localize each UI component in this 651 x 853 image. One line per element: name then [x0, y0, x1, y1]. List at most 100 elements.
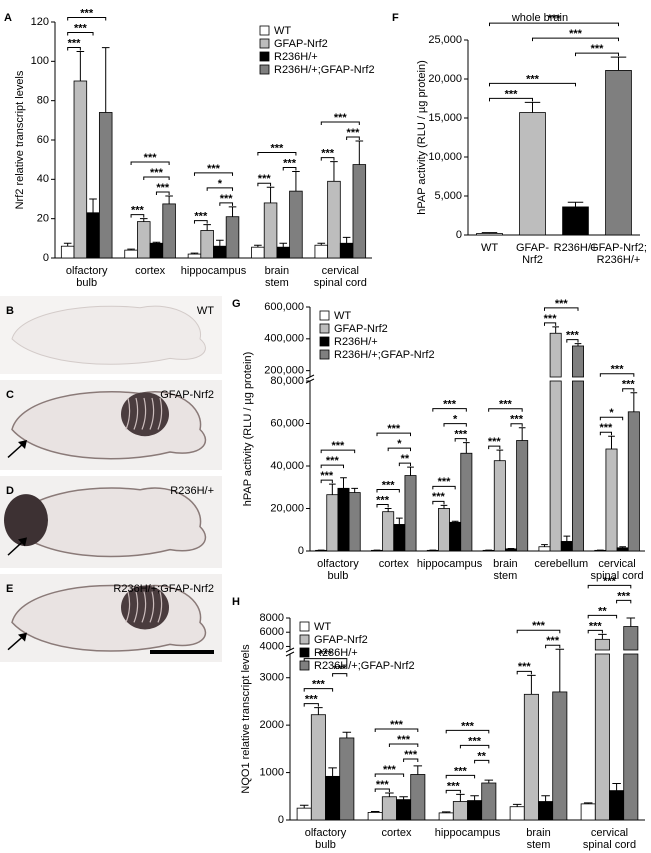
error-bar [101, 47, 110, 113]
cerebellum-folia [133, 591, 139, 623]
axis-break [285, 651, 295, 657]
panel-letter: A [4, 12, 12, 24]
legend-label: GFAP-Nrf2 [334, 323, 388, 335]
x-tick-label: hippocampus [435, 827, 501, 839]
y-tick-label: 1000 [260, 766, 284, 778]
significance-bracket [516, 670, 532, 675]
error-bar [440, 504, 448, 509]
cerebellum-folia [149, 591, 155, 623]
significance-label: *** [589, 620, 603, 632]
legend-label: R236H/+ [334, 336, 378, 348]
bar [609, 790, 625, 821]
significance-label: *** [258, 173, 272, 185]
bar [124, 249, 138, 259]
significance-bracket [320, 157, 335, 161]
y-tick-label: 20,000 [270, 502, 304, 514]
bar [187, 253, 202, 259]
significance-label: *** [461, 720, 475, 732]
image-label: R236H/+;GFAP-Nrf2 [113, 583, 214, 595]
y-tick-label: 6000 [260, 626, 284, 638]
error-bar [512, 803, 522, 807]
error-bar [619, 546, 627, 548]
legend-label: R236H/+;GFAP-Nrf2 [314, 660, 415, 672]
bar [493, 460, 506, 552]
text-line: R236H/+ [597, 254, 641, 266]
significance-label: * [609, 407, 614, 419]
cerebellum-folia [125, 397, 131, 430]
bar [73, 80, 88, 259]
significance-bracket [459, 744, 490, 749]
y-tick-label: 4000 [260, 640, 284, 652]
significance-bracket [332, 673, 348, 677]
text-line: stem [265, 277, 289, 289]
significance-label: *** [74, 22, 88, 34]
arrow [7, 539, 25, 556]
bar [605, 448, 618, 552]
legend-swatch [259, 64, 270, 75]
significance-bracket [130, 161, 170, 166]
error-bar [384, 508, 392, 512]
error-bar [626, 617, 636, 627]
legend-swatch [319, 323, 330, 334]
y-tick-label: 0 [278, 814, 284, 826]
panel-letter: F [392, 12, 399, 24]
significance-label: *** [544, 313, 558, 325]
legend-label: WT [314, 621, 331, 633]
bar [560, 541, 573, 552]
significance-bracket [403, 758, 419, 762]
significance-label: * [453, 414, 458, 426]
significance-bracket [193, 220, 208, 224]
significance-bracket [445, 729, 490, 734]
significance-bracket [474, 759, 490, 764]
text-line: stem [527, 839, 551, 851]
legend-label: WT [334, 310, 351, 322]
error-bar [216, 239, 224, 247]
significance-bracket [387, 447, 411, 452]
y-tick-label: 80 [37, 95, 49, 107]
significance-label: *** [326, 455, 340, 467]
bar [326, 494, 339, 552]
text-line: spinal cord [314, 277, 367, 289]
significance-label: *** [383, 764, 397, 776]
bar [410, 774, 426, 821]
x-tick-label: cervical spinal cord [583, 827, 636, 851]
text-line: bulb [76, 277, 97, 289]
significance-label: *** [376, 494, 390, 506]
error-bar [63, 242, 72, 247]
significance-bracket [432, 500, 445, 505]
bar [572, 345, 584, 378]
error-bar [451, 520, 459, 523]
cerebellum-folia [149, 397, 155, 430]
error-bar [340, 477, 347, 489]
error-bar [563, 535, 571, 542]
legend-label: GFAP-Nrf2 [314, 634, 368, 646]
y-tick-label: 100 [31, 55, 49, 67]
y-axis-label: hPAP activity (RLU / µg protein) [242, 352, 254, 507]
significance-bracket [155, 191, 170, 196]
x-tick-label: olfactory bulb [317, 558, 359, 582]
bar [60, 245, 75, 259]
bar [523, 693, 539, 821]
significance-label: *** [331, 440, 345, 452]
significance-label: ** [477, 750, 486, 762]
legend-label: R236H/+;GFAP-Nrf2 [334, 349, 435, 361]
significance-label: * [218, 178, 223, 190]
bar [623, 626, 639, 651]
bar [314, 244, 329, 259]
bar [327, 180, 341, 259]
y-tick-label: 400,000 [264, 333, 304, 345]
y-tick-label: 600,000 [264, 301, 304, 313]
y-tick-label: 10,000 [428, 151, 462, 163]
text-line: cervical [322, 265, 359, 277]
bar [98, 112, 113, 259]
bar [519, 112, 546, 236]
significance-label: *** [333, 664, 347, 676]
text-line: olfactory [305, 827, 347, 839]
bar [200, 230, 214, 259]
x-tick-label: cortex [382, 827, 412, 839]
x-tick-label: GFAP-Nrf2 [516, 242, 549, 266]
error-bar [527, 674, 536, 695]
error-bar [279, 242, 288, 248]
significance-bracket [622, 388, 635, 392]
significance-label: *** [548, 13, 562, 25]
